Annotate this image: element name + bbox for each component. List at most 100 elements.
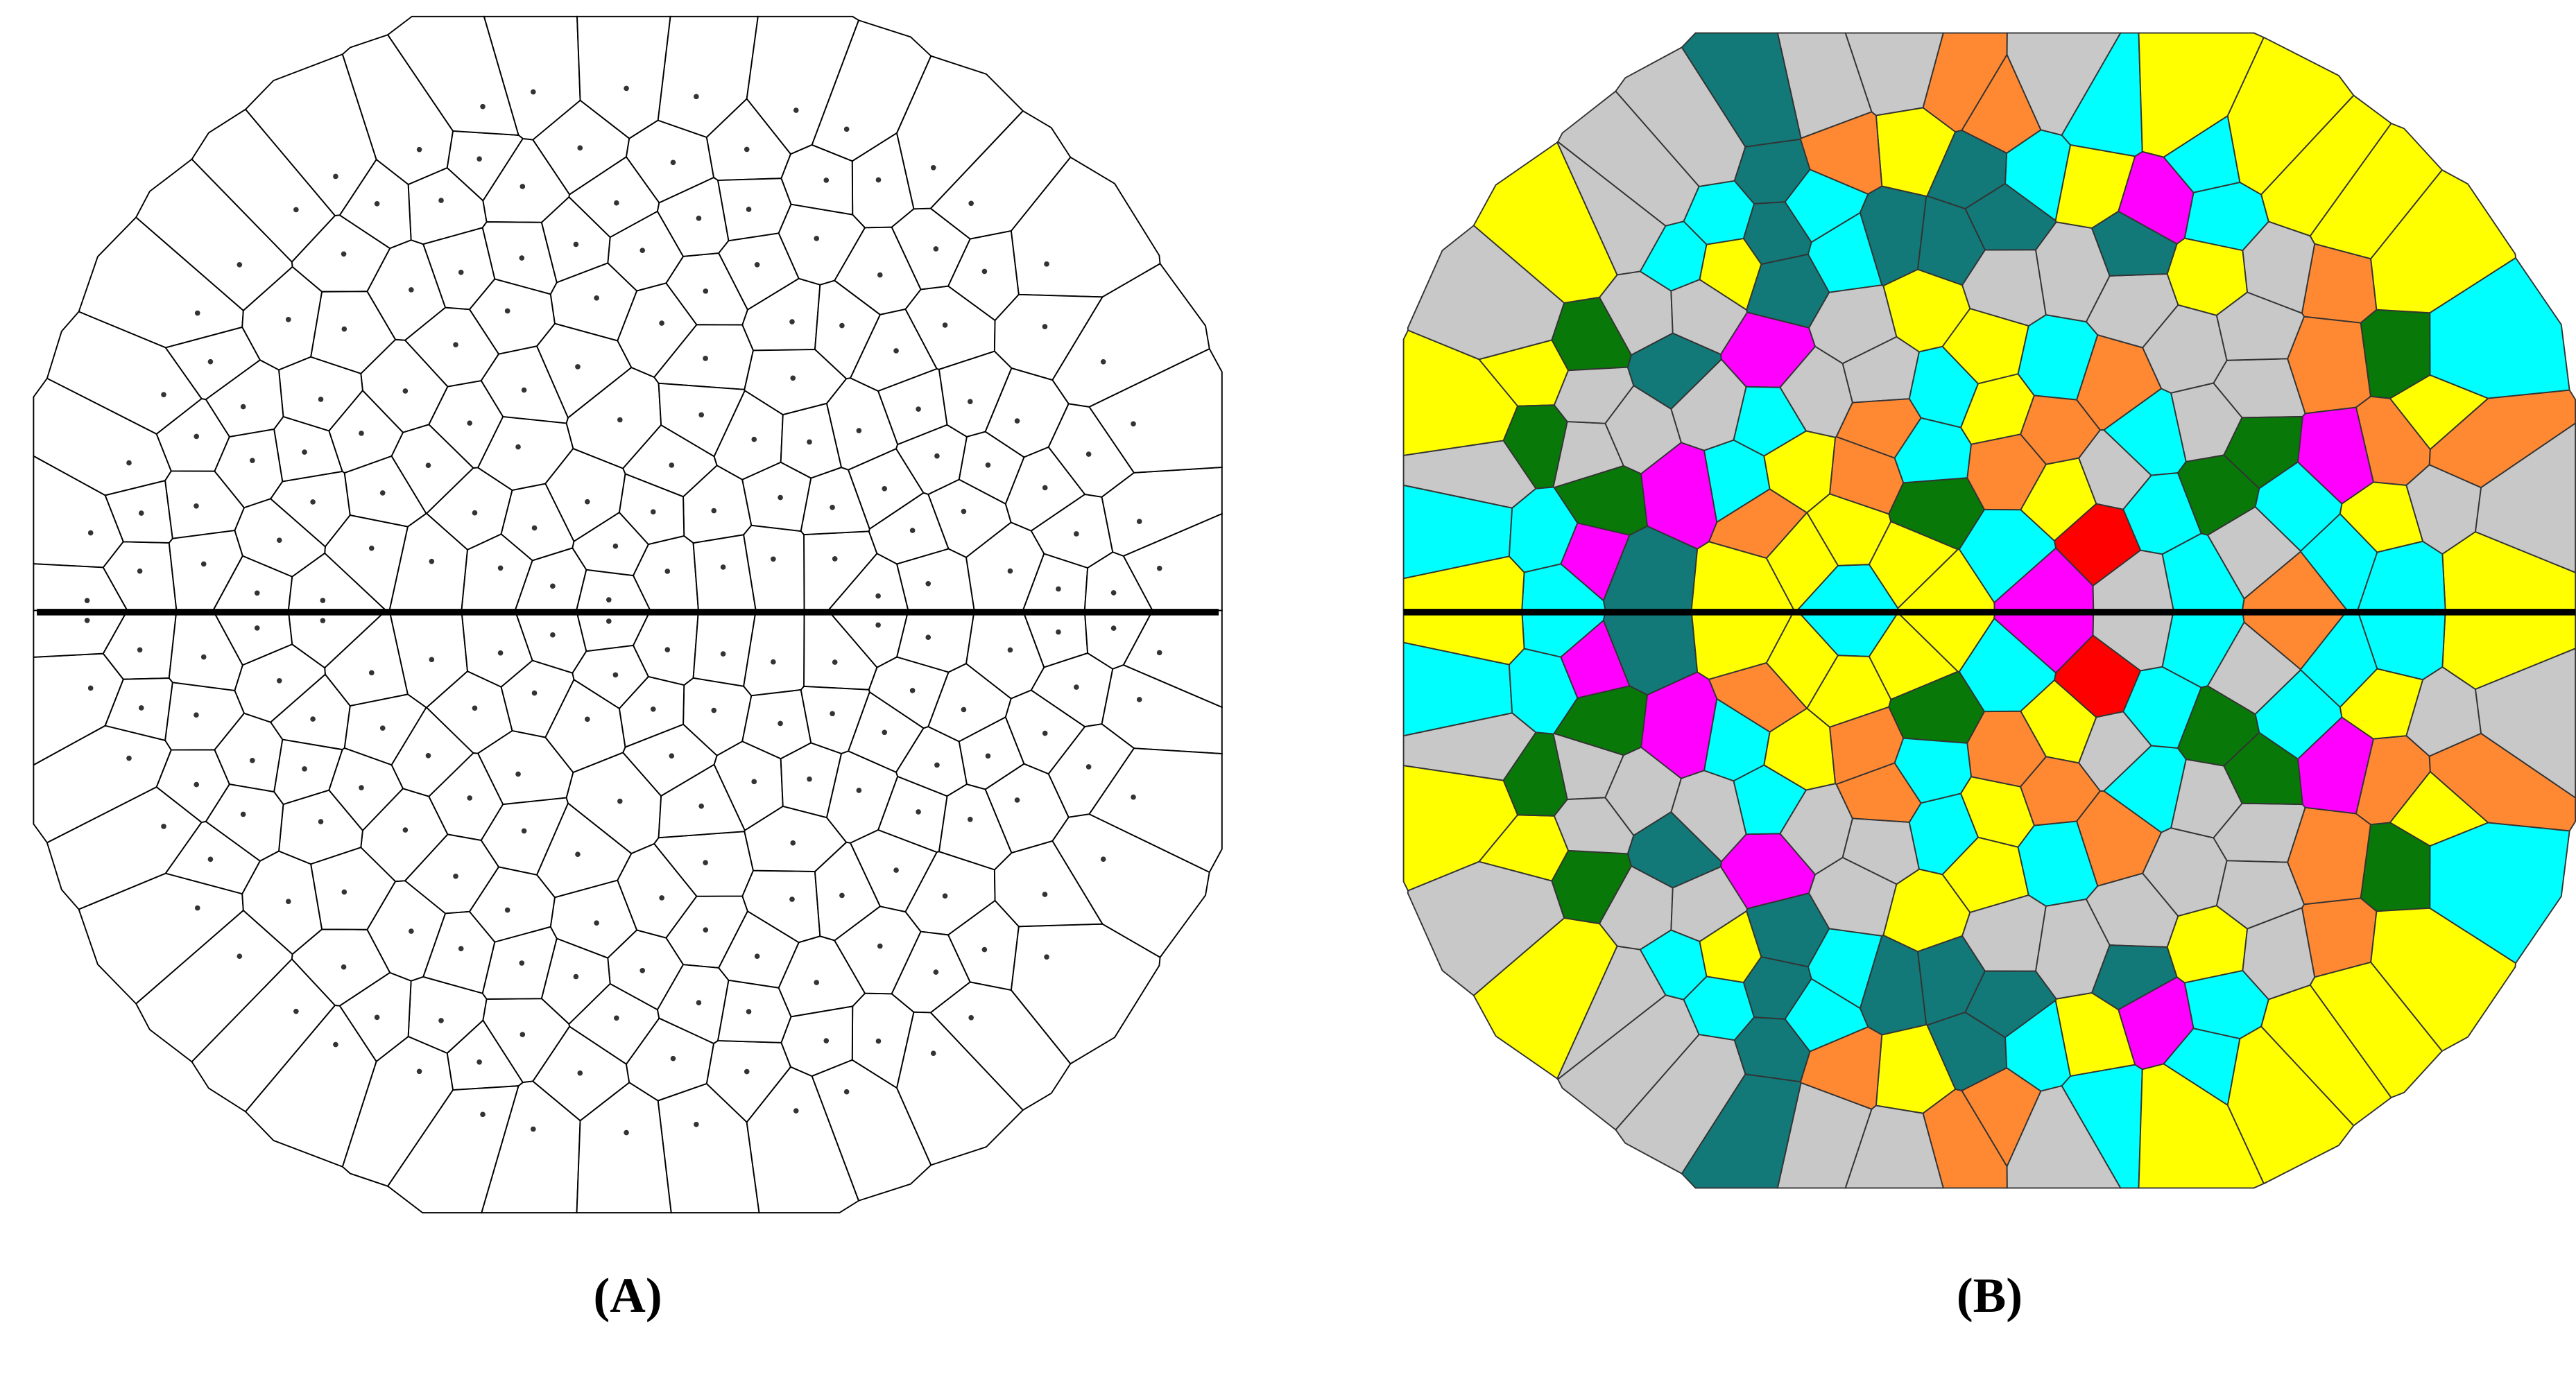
seed-point [771, 659, 776, 665]
voronoi-cell [1553, 366, 1635, 424]
seed-point [1042, 892, 1048, 897]
seed-point [790, 375, 796, 381]
voronoi-cell [2474, 422, 2576, 574]
seed-point [985, 462, 991, 468]
seed-point [751, 779, 757, 785]
voronoi-cell [618, 473, 685, 546]
voronoi-cell [104, 677, 173, 741]
voronoi-cell [2429, 822, 2570, 964]
voronoi-cell [1699, 910, 1762, 983]
seed-point [575, 851, 581, 857]
seed-point [916, 406, 921, 412]
seed-point [968, 200, 974, 207]
voronoi-cell [716, 979, 792, 1043]
seed-point [341, 326, 347, 332]
seed-point [754, 261, 760, 268]
voronoi-cell [191, 108, 336, 263]
seed-point [453, 342, 458, 348]
seed-point [1042, 730, 1048, 736]
seed-point [379, 490, 386, 496]
seed-point [790, 840, 796, 846]
voronoi-cell [540, 196, 611, 284]
seed-point [126, 755, 132, 761]
seed-point [933, 969, 939, 975]
voronoi-cell [1088, 747, 1223, 874]
panel-label: (B) [1957, 1268, 2023, 1323]
seed-point [933, 246, 939, 252]
seed-point [843, 126, 850, 132]
seed-point [425, 462, 431, 469]
voronoi-cell [2474, 647, 2576, 799]
seed-point [877, 272, 883, 278]
voronoi-cell [849, 829, 938, 913]
seed-point [573, 241, 579, 248]
seed-point [585, 499, 590, 505]
seed-point [476, 1059, 482, 1065]
seed-point [519, 960, 525, 966]
seed-point [402, 827, 409, 833]
seed-point [550, 583, 556, 589]
seed-point [374, 1014, 380, 1021]
seed-point [1044, 261, 1049, 267]
seed-point [520, 1032, 526, 1037]
seed-point [985, 753, 991, 759]
seed-point [934, 762, 940, 768]
seed-point [669, 462, 675, 468]
panel-label: (A) [594, 1268, 662, 1323]
seed-point [961, 707, 967, 713]
seed-point [194, 503, 199, 509]
seed-point [521, 387, 527, 393]
seed-point [467, 795, 472, 801]
voronoi-cell [191, 958, 336, 1113]
seed-point [814, 980, 820, 985]
seed-point [754, 953, 760, 960]
seed-point [664, 647, 671, 652]
seed-point [771, 556, 776, 562]
voronoi-cell [1088, 347, 1223, 474]
seed-point [832, 659, 838, 665]
seed-point [751, 436, 757, 442]
seed-point [425, 752, 431, 759]
voronoi-cell [1402, 765, 1519, 892]
seed-point [711, 508, 717, 514]
seed-point [409, 928, 414, 934]
voronoi-cell [480, 345, 569, 424]
seed-point [981, 268, 988, 275]
seed-point [240, 811, 246, 817]
seed-point [472, 510, 478, 516]
seed-point [530, 89, 536, 95]
voronoi-cell [1964, 182, 2057, 251]
seed-point [521, 828, 527, 834]
seed-point [830, 504, 835, 510]
seed-point [240, 404, 246, 410]
seed-point [670, 1055, 676, 1062]
seed-point [639, 968, 646, 973]
seed-point [138, 705, 144, 711]
seed-point [194, 905, 200, 911]
voronoi-cell [104, 480, 173, 544]
seed-point [614, 200, 619, 206]
seed-point [909, 528, 916, 533]
seed-point [624, 85, 629, 92]
seed-point [594, 295, 599, 301]
seed-point [302, 766, 307, 772]
seed-point [807, 776, 812, 782]
seed-point [961, 508, 967, 514]
seed-point [458, 269, 464, 275]
voronoi-cell [2309, 961, 2444, 1099]
seed-point [694, 1121, 699, 1127]
voronoi-cell [658, 382, 746, 458]
seed-point [664, 569, 671, 574]
seed-point [1131, 794, 1136, 800]
seed-point [659, 895, 664, 901]
seed-point [893, 867, 899, 873]
seed-point [318, 819, 324, 824]
seed-point [925, 581, 931, 587]
seed-point [1136, 697, 1142, 702]
seed-point [87, 530, 94, 536]
seed-point [84, 598, 90, 603]
voronoi-cell [576, 1082, 672, 1214]
seed-point [807, 439, 812, 445]
voronoi-cell [1868, 521, 1959, 609]
voronoi-cell [617, 842, 698, 939]
